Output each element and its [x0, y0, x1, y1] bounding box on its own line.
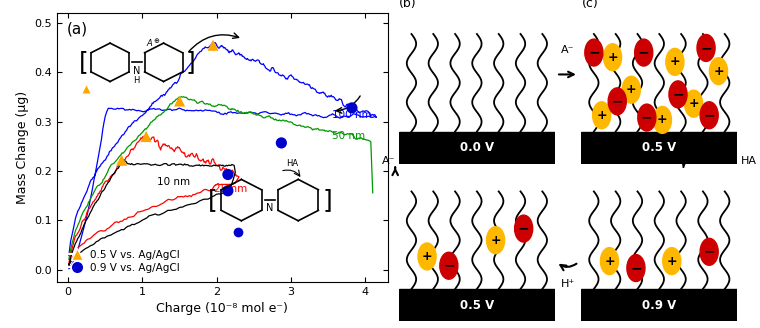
- Text: ]: ]: [185, 50, 195, 74]
- Bar: [581, 289, 737, 321]
- Point: [140, 134, 152, 139]
- Y-axis label: Mass Change (μg): Mass Change (μg): [16, 91, 29, 204]
- Text: A: A: [146, 39, 152, 48]
- Text: +: +: [689, 97, 699, 110]
- Text: −: −: [703, 245, 715, 259]
- Text: HA: HA: [286, 159, 298, 168]
- Point: [207, 43, 219, 48]
- Text: (c): (c): [581, 0, 598, 10]
- X-axis label: Charge (10⁻⁸ mol e⁻): Charge (10⁻⁸ mol e⁻): [157, 302, 288, 316]
- Circle shape: [593, 102, 611, 129]
- Text: 25 nm: 25 nm: [214, 184, 248, 194]
- Bar: [399, 132, 555, 164]
- Circle shape: [603, 44, 622, 71]
- Circle shape: [666, 49, 684, 75]
- Text: 0.5 V: 0.5 V: [460, 299, 494, 312]
- Text: +: +: [597, 109, 607, 122]
- Text: +: +: [626, 83, 637, 96]
- Circle shape: [515, 215, 533, 242]
- Text: N: N: [266, 203, 274, 213]
- Text: [: [: [78, 50, 88, 74]
- Point: [222, 172, 234, 177]
- Text: (a): (a): [67, 21, 88, 36]
- Point: [222, 188, 234, 194]
- Text: 0.0 V: 0.0 V: [460, 141, 494, 154]
- Text: −: −: [588, 46, 600, 60]
- Circle shape: [663, 248, 681, 275]
- Text: +: +: [607, 51, 618, 64]
- Text: 50 nm: 50 nm: [332, 132, 365, 141]
- Circle shape: [622, 76, 640, 103]
- Text: A⁻: A⁻: [382, 156, 395, 166]
- Circle shape: [710, 58, 727, 85]
- Text: ]: ]: [322, 188, 332, 212]
- Circle shape: [600, 248, 619, 275]
- Circle shape: [585, 39, 603, 66]
- Circle shape: [697, 34, 715, 61]
- Text: +: +: [422, 250, 432, 263]
- Circle shape: [685, 90, 702, 117]
- Point: [173, 98, 185, 104]
- Point: [116, 157, 128, 163]
- Point: [275, 140, 287, 146]
- Circle shape: [608, 88, 626, 115]
- Text: 100 nm: 100 nm: [332, 110, 372, 120]
- Circle shape: [635, 39, 653, 66]
- Text: +: +: [713, 65, 724, 78]
- Text: −: −: [443, 259, 454, 273]
- Text: +: +: [657, 113, 668, 126]
- Text: +: +: [667, 255, 677, 268]
- Text: −: −: [700, 41, 712, 55]
- Text: 10 nm: 10 nm: [157, 177, 191, 187]
- Text: (b): (b): [399, 0, 416, 10]
- Text: −: −: [641, 111, 653, 125]
- Text: +: +: [670, 55, 680, 68]
- Text: H: H: [134, 76, 140, 85]
- Text: H⁺: H⁺: [561, 279, 575, 289]
- Circle shape: [654, 106, 671, 133]
- Circle shape: [700, 238, 718, 265]
- Circle shape: [418, 243, 436, 270]
- Bar: [399, 289, 555, 321]
- Legend: 0.5 V vs. Ag/AgCl, 0.9 V vs. Ag/AgCl: 0.5 V vs. Ag/AgCl, 0.9 V vs. Ag/AgCl: [62, 245, 184, 277]
- Circle shape: [669, 81, 687, 108]
- Text: −: −: [630, 261, 641, 275]
- Circle shape: [638, 104, 656, 131]
- Bar: [581, 132, 737, 164]
- Text: ⊕: ⊕: [154, 38, 159, 44]
- Text: A⁻: A⁻: [562, 45, 575, 55]
- Circle shape: [440, 252, 458, 279]
- Text: −: −: [638, 46, 650, 60]
- Circle shape: [486, 227, 505, 254]
- Text: −: −: [518, 222, 530, 236]
- Text: −: −: [703, 108, 715, 122]
- Text: +: +: [604, 255, 615, 268]
- Circle shape: [700, 102, 718, 129]
- Text: −: −: [612, 94, 623, 108]
- Text: −: −: [672, 87, 684, 101]
- Text: [: [: [207, 188, 217, 212]
- Text: 0.9 V: 0.9 V: [642, 299, 676, 312]
- Point: [346, 105, 358, 111]
- Text: +: +: [490, 234, 501, 247]
- Circle shape: [627, 255, 645, 281]
- Text: N: N: [133, 66, 141, 76]
- Text: HA: HA: [741, 156, 757, 166]
- Text: 0.5 V: 0.5 V: [642, 141, 676, 154]
